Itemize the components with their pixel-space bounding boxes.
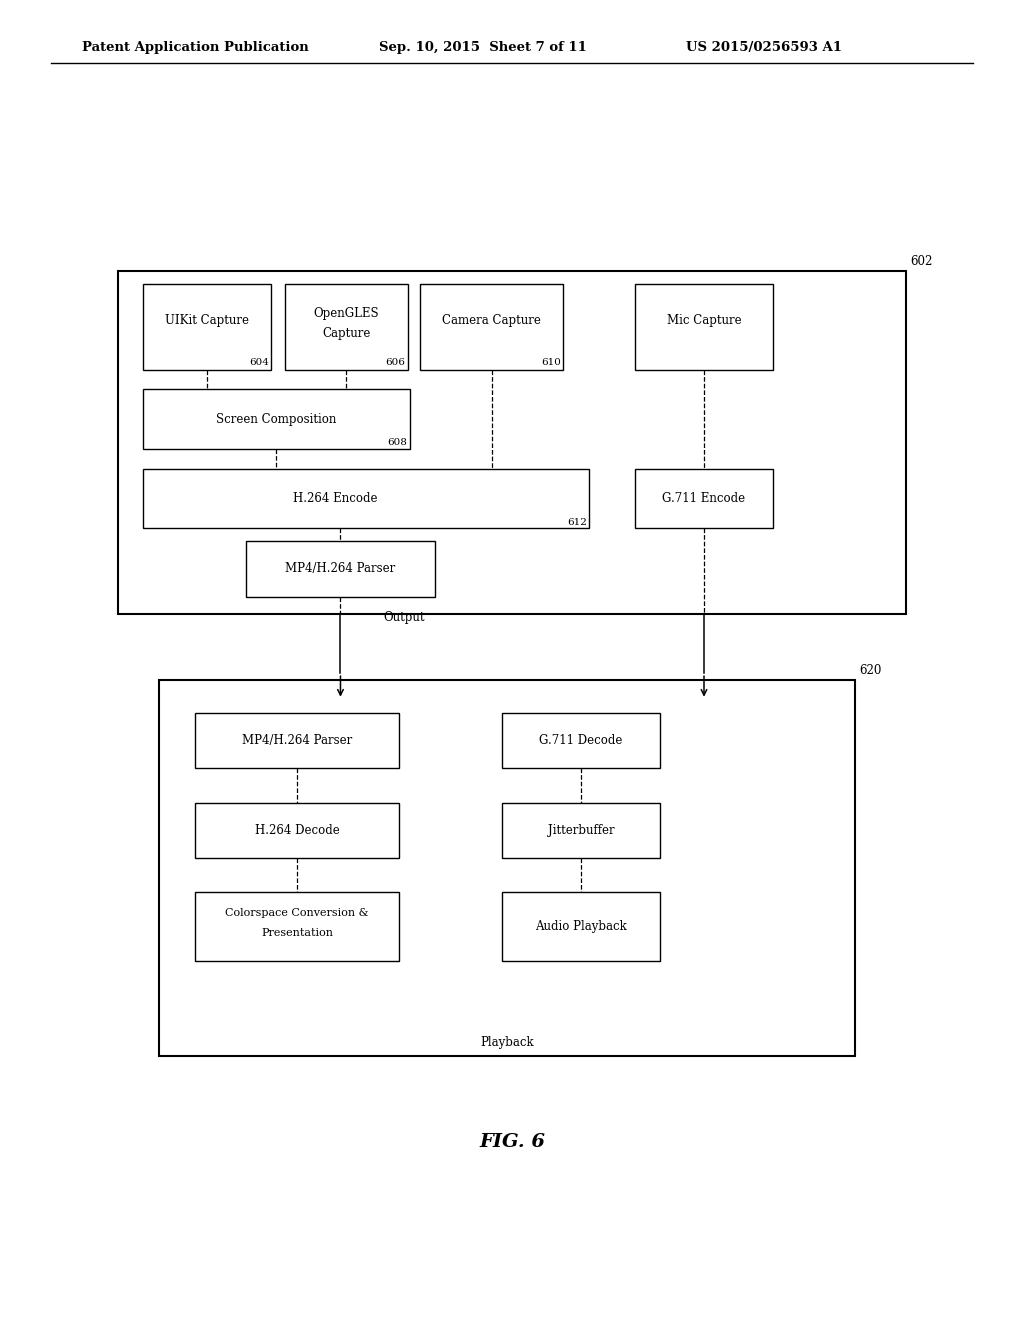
Text: 604: 604 [250, 358, 269, 367]
Text: Colorspace Conversion &: Colorspace Conversion & [225, 908, 369, 919]
Text: Playback: Playback [480, 1036, 534, 1049]
Text: Screen Composition: Screen Composition [216, 413, 337, 425]
Text: Mic Capture: Mic Capture [667, 314, 741, 326]
Text: Sep. 10, 2015  Sheet 7 of 11: Sep. 10, 2015 Sheet 7 of 11 [379, 41, 587, 54]
Text: 608: 608 [388, 438, 408, 447]
Bar [195, 892, 399, 961]
Text: Presentation: Presentation [261, 928, 333, 939]
Bar [195, 803, 399, 858]
Text: G.711 Decode: G.711 Decode [540, 734, 623, 747]
Text: G.711 Encode: G.711 Encode [663, 492, 745, 504]
Text: UIKit Capture: UIKit Capture [165, 314, 250, 326]
Bar [285, 284, 408, 370]
Text: Audio Playback: Audio Playback [536, 920, 627, 933]
Text: 606: 606 [386, 358, 406, 367]
Bar [143, 389, 410, 449]
Bar [420, 284, 563, 370]
Text: Output: Output [384, 611, 425, 624]
Text: Jitterbuffer: Jitterbuffer [548, 824, 614, 837]
Text: 620: 620 [859, 664, 882, 677]
Text: OpenGLES: OpenGLES [313, 308, 379, 319]
Bar [502, 892, 660, 961]
Bar [159, 680, 855, 1056]
Bar [246, 541, 435, 597]
Bar [635, 284, 773, 370]
Text: MP4/H.264 Parser: MP4/H.264 Parser [242, 734, 352, 747]
Text: MP4/H.264 Parser: MP4/H.264 Parser [286, 562, 395, 576]
Bar [635, 469, 773, 528]
Text: H.264 Encode: H.264 Encode [293, 492, 378, 504]
Text: FIG. 6: FIG. 6 [479, 1133, 545, 1151]
Bar [143, 469, 589, 528]
Bar [502, 803, 660, 858]
Text: 610: 610 [542, 358, 561, 367]
Bar [195, 713, 399, 768]
Text: 612: 612 [567, 517, 587, 527]
Text: 602: 602 [910, 255, 933, 268]
Text: US 2015/0256593 A1: US 2015/0256593 A1 [686, 41, 842, 54]
Bar [143, 284, 271, 370]
Text: H.264 Decode: H.264 Decode [255, 824, 339, 837]
Text: Patent Application Publication: Patent Application Publication [82, 41, 308, 54]
Text: Camera Capture: Camera Capture [442, 314, 541, 326]
Bar [118, 271, 906, 614]
Text: Capture: Capture [322, 327, 371, 339]
Bar [502, 713, 660, 768]
